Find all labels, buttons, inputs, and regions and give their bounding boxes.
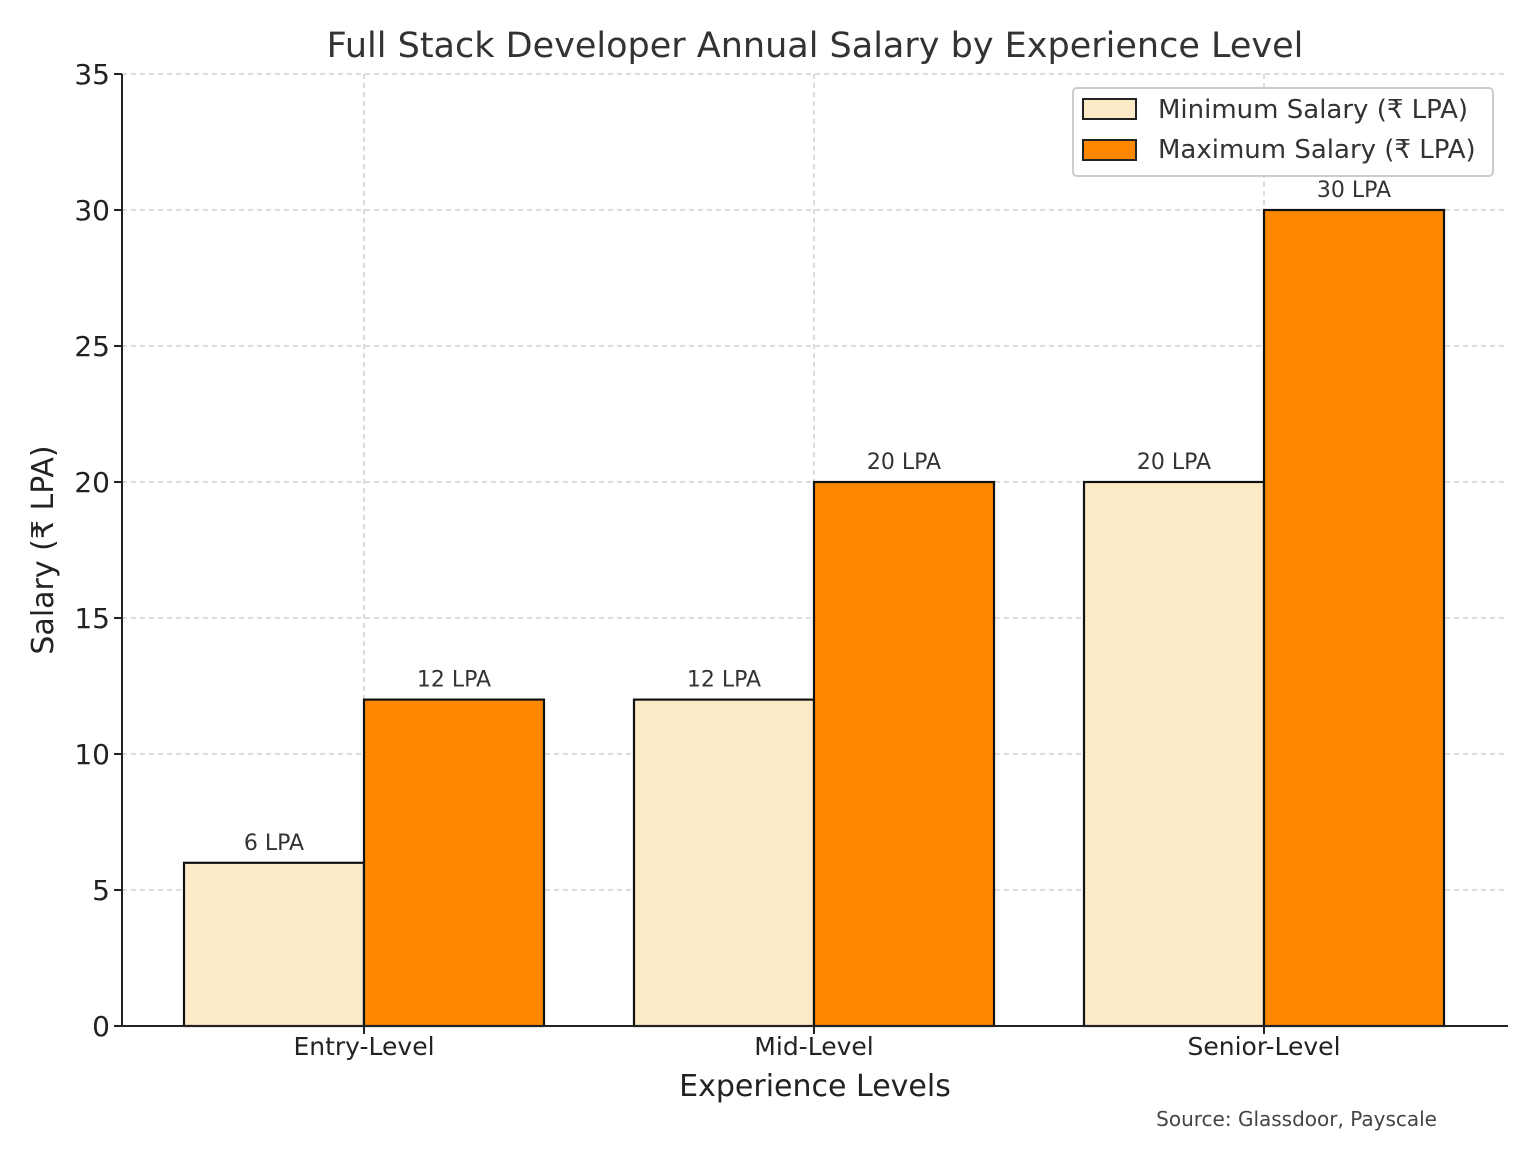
bar-minimum-salary — [182, 861, 366, 1028]
bar-maximum-salary — [812, 480, 996, 1028]
bar-value-label: 20 LPA — [1137, 450, 1211, 475]
legend: Minimum Salary (₹ LPA) Maximum Salary (₹… — [1072, 87, 1494, 177]
legend-label-min: Minimum Salary (₹ LPA) — [1158, 95, 1468, 125]
bar-minimum-salary — [1082, 480, 1266, 1028]
x-axis-label: Experience Levels — [679, 1069, 951, 1104]
bar-value-label: 12 LPA — [417, 668, 491, 693]
bars — [182, 208, 1446, 1028]
legend-frame — [1072, 87, 1494, 177]
bar-maximum-salary — [1262, 208, 1446, 1028]
y-tick-label: 15 — [74, 602, 110, 635]
x-tick-label: Entry-Level — [293, 1032, 434, 1061]
legend-label-max: Maximum Salary (₹ LPA) — [1158, 135, 1476, 165]
y-axis-label: Salary (₹ LPA) — [26, 445, 61, 654]
bar-value-label: 20 LPA — [867, 450, 941, 475]
y-tick-label: 20 — [74, 466, 110, 499]
y-tick-label: 10 — [74, 738, 110, 771]
bar-value-label: 6 LPA — [244, 831, 304, 856]
legend-swatch-max — [1082, 139, 1137, 161]
bar-maximum-salary — [362, 698, 546, 1028]
bar-minimum-salary — [632, 698, 816, 1028]
y-tick-label: 30 — [74, 194, 110, 227]
x-ticks: Entry-Level Mid-Level Senior-Level — [293, 1026, 1341, 1061]
y-tick-label: 25 — [74, 330, 110, 363]
source-note: Source: Glassdoor, Payscale — [1156, 1107, 1437, 1131]
x-tick-label: Mid-Level — [754, 1032, 873, 1061]
y-ticks: 0 5 10 15 20 25 30 35 — [74, 58, 122, 1043]
legend-swatch-min — [1082, 98, 1137, 120]
bar-value-label: 12 LPA — [687, 668, 761, 693]
x-tick-label: Senior-Level — [1187, 1032, 1340, 1061]
bar-labels: 6 LPA 12 LPA 20 LPA 12 LPA 20 LPA 30 LPA — [244, 178, 1391, 856]
y-tick-label: 5 — [92, 874, 110, 907]
chart-title: Full Stack Developer Annual Salary by Ex… — [327, 26, 1304, 66]
bar-value-label: 30 LPA — [1317, 178, 1391, 203]
y-tick-label: 35 — [74, 58, 110, 91]
y-tick-label: 0 — [92, 1010, 110, 1043]
